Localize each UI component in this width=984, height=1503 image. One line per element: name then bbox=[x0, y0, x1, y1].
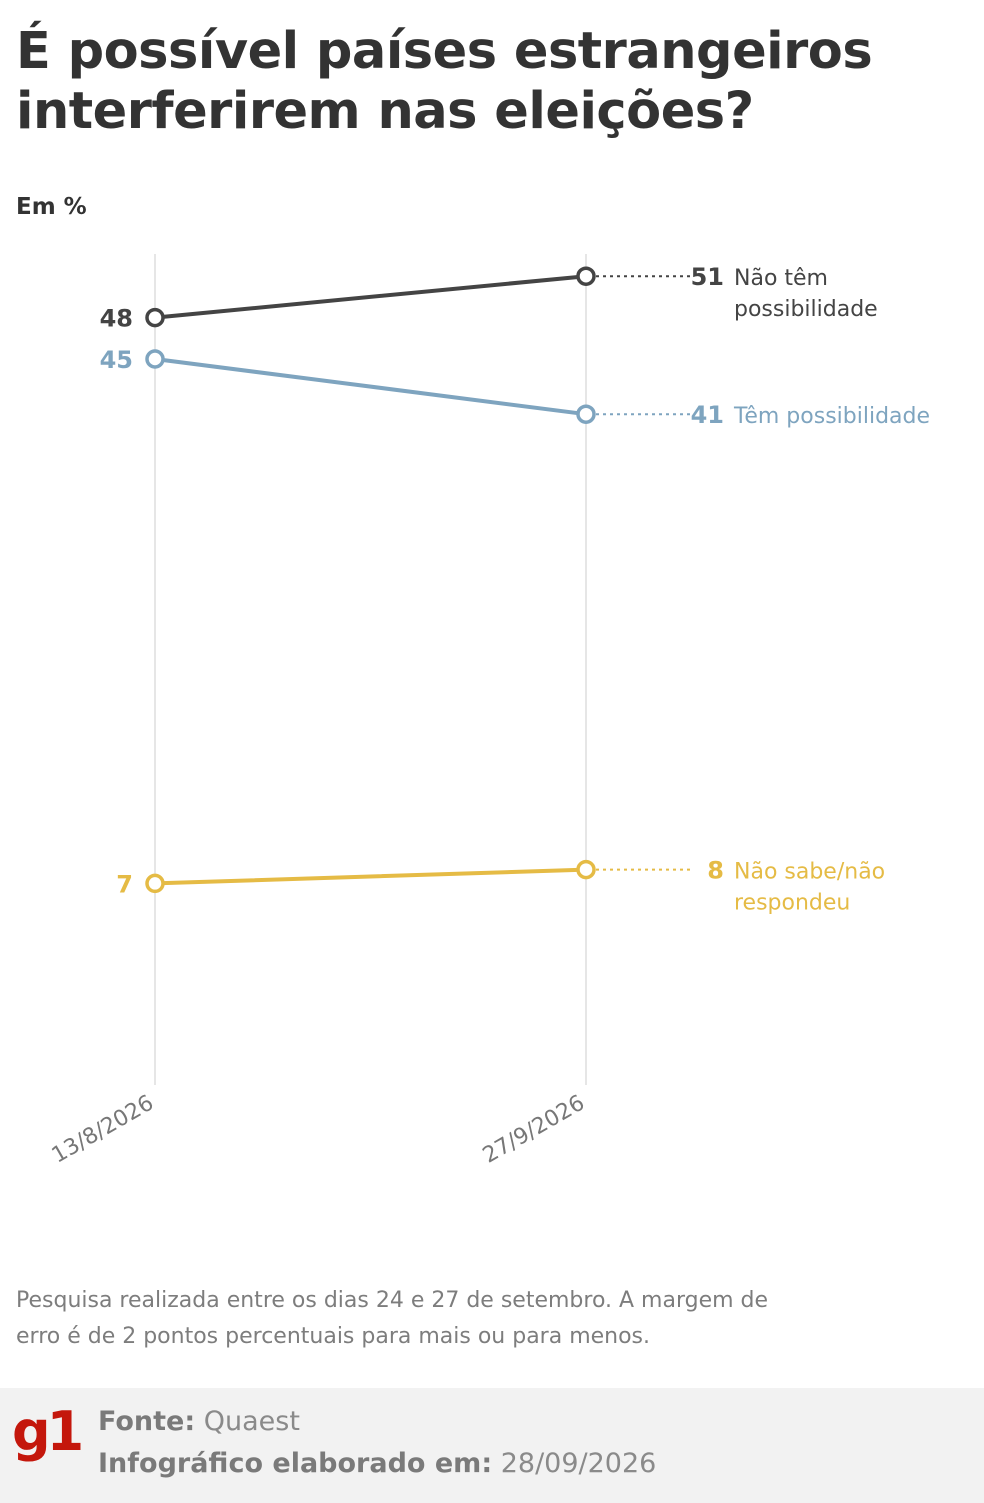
value-label-end: 8 bbox=[707, 857, 724, 885]
unit-label: Em % bbox=[16, 194, 87, 220]
series-line bbox=[153, 274, 588, 320]
source-label: Fonte: bbox=[98, 1406, 196, 1437]
value-label-end: 51 bbox=[691, 263, 724, 291]
series-name-label: Não sabe/não bbox=[734, 860, 885, 885]
data-point bbox=[145, 873, 165, 894]
value-label-start: 45 bbox=[100, 346, 133, 374]
line-chart: 13/8/2026 27/9/2026 48 51 Não têm possibilida… bbox=[48, 254, 930, 1169]
x-tick-label: 27/9/2026 bbox=[479, 1091, 589, 1169]
data-point bbox=[576, 859, 596, 880]
date-line: Infográfico elaborado em: 28/09/2026 bbox=[98, 1448, 656, 1479]
data-point bbox=[145, 349, 165, 369]
data-point bbox=[576, 266, 596, 286]
series-line bbox=[153, 867, 588, 886]
value-label-end: 41 bbox=[691, 401, 724, 429]
date-value: 28/09/2026 bbox=[500, 1448, 657, 1479]
series-name-label: Têm possibilidade bbox=[733, 404, 930, 429]
g1-logo: g1 bbox=[12, 1400, 84, 1463]
data-point bbox=[145, 307, 165, 328]
date-label: Infográfico elaborado em: bbox=[98, 1448, 493, 1479]
survey-note: Pesquisa realizada entre os dias 24 e 27… bbox=[16, 1288, 769, 1349]
series-line bbox=[153, 357, 588, 417]
value-label-start: 7 bbox=[116, 870, 133, 898]
source-value: Quaest bbox=[203, 1406, 300, 1437]
series-name-label: possibilidade bbox=[734, 297, 878, 322]
data-point bbox=[576, 404, 596, 424]
x-tick-label: 13/8/2026 bbox=[48, 1091, 158, 1169]
source-line: Fonte: Quaest bbox=[98, 1406, 300, 1437]
series-name-label: Não têm bbox=[734, 266, 828, 291]
value-label-start: 48 bbox=[100, 305, 133, 333]
footer: g1 Fonte: Quaest Infográfico elaborado e… bbox=[0, 1388, 984, 1503]
chart-title: É possível países estrangeiros interferi… bbox=[16, 22, 873, 141]
series-name-label: respondeu bbox=[734, 891, 850, 916]
